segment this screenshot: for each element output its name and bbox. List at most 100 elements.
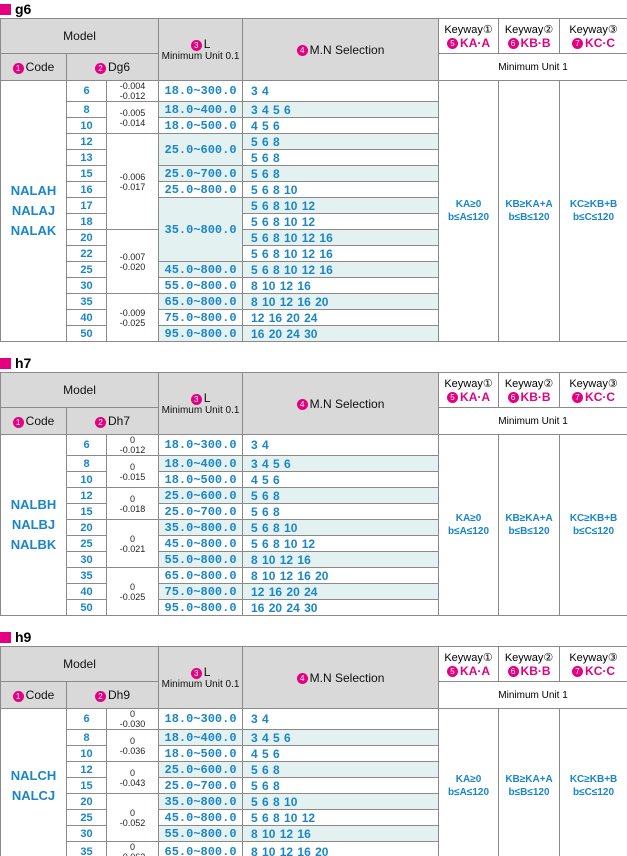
l-cell: 25.0~700.0 xyxy=(158,777,244,794)
code: NALAH xyxy=(10,183,57,198)
mn-cell: 5 6 8 xyxy=(242,149,440,166)
l-label: L xyxy=(203,391,211,405)
code-cell: NALCH NALCJ xyxy=(0,708,67,856)
d-cell: 40 xyxy=(66,309,107,326)
cond: KC≥KB+B xyxy=(569,199,618,210)
keyway-type: 6 KB·B xyxy=(500,35,559,50)
d-header: 2 Dg6 xyxy=(65,53,160,81)
keyway-cell: KC≥KB+B b≤C≤120 xyxy=(559,434,627,616)
title-text: g6 xyxy=(15,1,32,17)
keyway-header: Keyway③ 7 KC·C xyxy=(559,372,627,408)
mn-cell: 5 6 8 10 12 16 xyxy=(242,245,440,262)
mn-cell: 5 6 8 10 12 16 xyxy=(242,261,440,278)
num: 6 xyxy=(507,392,519,404)
cond: b≤C≤120 xyxy=(573,212,615,223)
code-label: Code xyxy=(25,60,55,74)
mn-cell: 12 16 20 24 xyxy=(242,309,440,326)
mn-cell: 3 4 xyxy=(242,708,440,730)
section-title: g6 xyxy=(0,0,627,18)
data-row: 12 -0.006 -0.017 25.0~600.0 5 6 8 xyxy=(1,133,627,230)
data-row: 20 0 -0.021 35.0~800.0 5 6 8 10 xyxy=(1,519,627,568)
section-title: h7 xyxy=(0,354,627,372)
d-cell: 8 xyxy=(66,101,107,118)
mn-label: M.N Selection xyxy=(309,396,385,411)
tol-cell: -0.004 -0.012 xyxy=(105,80,160,102)
mn-label: M.N Selection xyxy=(309,670,385,685)
l-cell: 25.0~700.0 xyxy=(158,503,244,520)
d-cell: 13 xyxy=(66,149,107,166)
num: 4 xyxy=(296,399,308,411)
cond: b≤B≤120 xyxy=(508,526,550,537)
keyway-type: 5 KA·A xyxy=(440,390,498,404)
data-row: NALAH NALAJ NALAK 6 -0.004 -0.012 18.0~300.0 3 … xyxy=(0,80,627,342)
d-cell: 50 xyxy=(66,325,107,342)
data-row: 15 25.0~700.0 5 6 8 xyxy=(1,165,627,182)
l-cell: 95.0~800.0 xyxy=(158,599,244,616)
tol: -0.052 xyxy=(119,817,146,828)
data-row: 30 55.0~800.0 8 10 12 16 xyxy=(1,551,627,568)
tol-cell: -0.006 -0.017 xyxy=(105,133,160,230)
l-cell: 25.0~600.0 xyxy=(158,133,244,166)
code: NALBH xyxy=(10,497,57,512)
tol: -0.006 xyxy=(119,171,146,182)
tol: 0 xyxy=(130,735,136,746)
header-row: Model 3 L Minimum Unit 0.1 4 M.N Selection Key… xyxy=(0,646,627,709)
d-cell: 22 xyxy=(66,245,107,262)
tol-cell: 0 -0.052 xyxy=(105,793,160,842)
mn-cell: 3 4 xyxy=(242,80,440,102)
d-cell: 35 xyxy=(66,567,107,584)
l-cell: 18.0~400.0 xyxy=(158,455,244,472)
tol: 0 xyxy=(130,461,136,472)
tol-cell: -0.007 -0.020 xyxy=(105,229,160,294)
d-cell: 30 xyxy=(66,551,107,568)
d-cell: 25 xyxy=(66,261,107,278)
mn-cell: 8 10 12 16 xyxy=(242,825,440,842)
tol-cell: -0.009 -0.025 xyxy=(105,293,160,342)
d-cell: 6 xyxy=(66,434,107,456)
keyway-cell: KB≥KA+A b≤B≤120 xyxy=(498,80,561,342)
type: KA·A xyxy=(460,35,491,50)
cond: KB≥KA+A xyxy=(505,513,553,524)
mn-cell: 12 16 20 24 xyxy=(242,583,440,600)
section-title: h9 xyxy=(0,628,627,646)
keyway-label: Keyway① xyxy=(444,651,493,664)
mn-cell: 8 10 12 16 20 xyxy=(242,293,440,310)
l-cell: 65.0~800.0 xyxy=(158,567,244,584)
header-row: 1 Code 2 Dh9 Minimum Unit 1 xyxy=(0,681,627,709)
num: 4 xyxy=(296,673,308,685)
mn-cell: 8 10 12 16 20 xyxy=(242,841,440,856)
d-cell: 20 xyxy=(66,793,107,810)
d-cell: 10 xyxy=(66,117,107,134)
l-header: 3 L Minimum Unit 0.1 xyxy=(158,372,244,435)
type: KB·B xyxy=(520,35,551,50)
tol: 0 xyxy=(130,767,136,778)
l-cell: 18.0~300.0 xyxy=(158,708,244,730)
tol-cell: 0 -0.036 xyxy=(105,729,160,762)
d-cell: 20 xyxy=(66,519,107,536)
data-row: 40 75.0~800.0 12 16 20 24 xyxy=(1,309,627,326)
num: 7 xyxy=(572,392,584,404)
cond: KC≥KB+B xyxy=(569,513,618,524)
cond: KB≥KA+A xyxy=(505,773,553,785)
num: 2 xyxy=(95,62,106,74)
section: h7 Model 3 L Minimum Unit 0.1 4 M.N Selection K… xyxy=(0,354,627,616)
l-label: L xyxy=(203,665,211,679)
d-cell: 15 xyxy=(66,777,107,794)
keyway-header: Keyway③ 7 KC·C xyxy=(559,18,627,54)
marker xyxy=(0,3,11,15)
keyway-type: 7 KC·C xyxy=(561,390,627,404)
tol-cell: 0 -0.012 xyxy=(105,434,160,456)
num: 3 xyxy=(190,393,202,405)
data-row: 18 5 6 8 10 12 xyxy=(1,213,627,230)
code: NALAK xyxy=(10,223,57,238)
data-row: 8 0 -0.036 18.0~400.0 3 4 5 6 xyxy=(1,729,627,762)
tol: -0.043 xyxy=(119,777,146,788)
data-row: 10 18.0~500.0 4 5 6 xyxy=(1,745,627,762)
model-header: Model xyxy=(0,18,160,54)
l-cell: 35.0~800.0 xyxy=(158,519,244,536)
tol: -0.036 xyxy=(119,745,146,756)
